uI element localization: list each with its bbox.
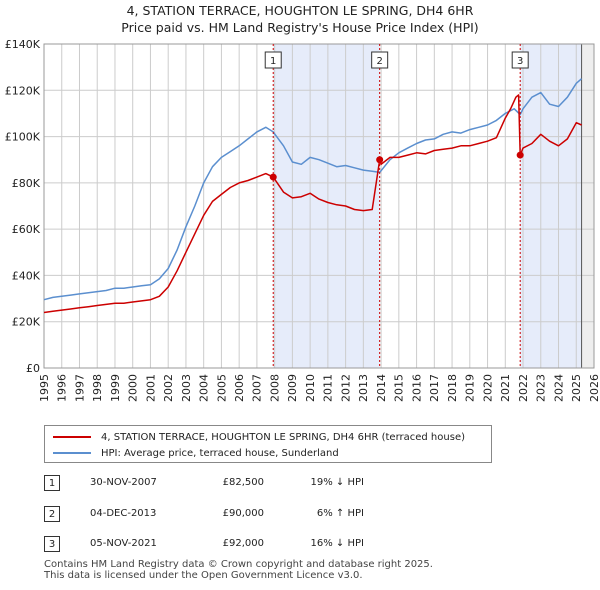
x-tick-label: 1998 [91, 374, 104, 402]
x-tick-label: 2015 [393, 374, 406, 402]
shaded-period [520, 44, 582, 368]
transaction-hpi-diff: 16% ↓ HPI [310, 538, 364, 549]
transaction-point [516, 151, 524, 159]
y-tick-label: £100K [5, 131, 41, 144]
transaction-row: 2 04-DEC-2013 £90,000 6% ↑ HPI [44, 506, 464, 524]
x-tick-label: 2005 [215, 374, 228, 402]
transaction-label-box [264, 51, 282, 69]
x-tick-label: 2018 [446, 374, 459, 402]
transaction-label-text: 1 [270, 56, 276, 67]
legend-line-hpi [53, 452, 91, 454]
footer: Contains HM Land Registry data © Crown c… [44, 559, 433, 581]
transaction-marker-box: 2 [44, 506, 60, 522]
x-tick-label: 2016 [410, 374, 423, 402]
transaction-label: 2 [371, 51, 389, 69]
x-tick-label: 2026 [588, 374, 600, 402]
y-tick-label: £0 [26, 362, 40, 375]
x-tick-label: 1999 [109, 374, 122, 402]
property-price-line [43, 78, 583, 301]
legend-label-hpi: HPI: Average price, terraced house, Sund… [101, 447, 339, 459]
transaction-marker-box: 3 [44, 536, 60, 552]
x-tick-label: 2013 [357, 374, 370, 402]
y-tick-label: £140K [5, 38, 41, 51]
x-tick-label: 2017 [428, 374, 441, 402]
title-line-2: Price paid vs. HM Land Registry's House … [121, 20, 479, 35]
x-tick-label: 2014 [375, 374, 388, 402]
transaction-price: £92,000 [222, 538, 264, 549]
y-tick-label: £120K [5, 84, 41, 97]
footer-copyright: Contains HM Land Registry data © Crown c… [44, 559, 433, 570]
plot-border [43, 43, 595, 369]
chart-title: 4, STATION TERRACE, HOUGHTON LE SPRING, … [0, 2, 600, 36]
x-tick-label: 2006 [233, 374, 246, 402]
legend-line-property [53, 436, 91, 438]
legend-item-hpi: HPI: Average price, terraced house, Sund… [53, 446, 339, 460]
shaded-period [273, 44, 380, 368]
x-tick-label: 2001 [144, 374, 157, 402]
transaction-point [269, 173, 277, 181]
x-tick-label: 2021 [499, 374, 512, 402]
transaction-label-box [511, 51, 529, 69]
transaction-marker-box: 1 [44, 475, 60, 491]
x-tick-label: 1995 [38, 374, 51, 402]
transaction-point [376, 156, 384, 164]
transaction-label-text: 2 [376, 56, 382, 67]
x-tick-label: 2023 [535, 374, 548, 402]
x-tick-label: 2008 [268, 374, 281, 402]
transaction-date: 04-DEC-2013 [90, 508, 157, 519]
y-tick-label: £60K [12, 223, 41, 236]
transaction-price: £90,000 [222, 508, 264, 519]
x-tick-label: 2020 [481, 374, 494, 402]
y-tick-label: £80K [12, 177, 41, 190]
transaction-date: 05-NOV-2021 [90, 538, 157, 549]
footer-license: This data is licensed under the Open Gov… [44, 570, 363, 581]
forecast-region [581, 44, 594, 368]
x-tick-label: 2010 [304, 374, 317, 402]
y-tick-label: £20K [12, 316, 41, 329]
transaction-price: £82,500 [222, 477, 264, 488]
x-tick-label: 2025 [570, 374, 583, 402]
transaction-hpi-diff: 6% ↑ HPI [316, 508, 364, 519]
transaction-date: 30-NOV-2007 [90, 477, 157, 488]
transaction-row: 1 30-NOV-2007 £82,500 19% ↓ HPI [44, 475, 464, 493]
x-tick-label: 2019 [464, 374, 477, 402]
x-tick-label: 2003 [180, 374, 193, 402]
transaction-row: 3 05-NOV-2021 £92,000 16% ↓ HPI [44, 536, 464, 554]
x-tick-label: 2011 [322, 374, 335, 402]
x-tick-label: 1996 [56, 374, 69, 402]
y-tick-label: £40K [12, 269, 41, 282]
legend-label-property: 4, STATION TERRACE, HOUGHTON LE SPRING, … [101, 431, 465, 443]
x-tick-label: 2004 [198, 374, 211, 402]
x-tick-label: 2012 [339, 374, 352, 402]
transaction-label: 3 [511, 51, 529, 69]
x-tick-label: 2022 [517, 374, 530, 402]
x-tick-label: 2000 [127, 374, 140, 402]
hpi-series-line [43, 94, 582, 314]
transaction-label: 1 [264, 51, 282, 69]
x-tick-label: 2024 [552, 374, 565, 402]
transaction-label-text: 3 [517, 56, 523, 67]
price-chart: £0 £20K £40K £60K £80K £100K £120K £140K 1995 199… [5, 38, 600, 402]
x-tick-label: 2009 [286, 374, 299, 402]
transaction-label-box [371, 51, 389, 69]
legend: 4, STATION TERRACE, HOUGHTON LE SPRING, … [44, 425, 492, 463]
x-tick-label: 2002 [162, 374, 175, 402]
x-tick-label: 2007 [251, 374, 264, 402]
legend-item-property: 4, STATION TERRACE, HOUGHTON LE SPRING, … [53, 430, 465, 444]
transaction-hpi-diff: 19% ↓ HPI [310, 477, 364, 488]
x-tick-label: 1997 [73, 374, 86, 402]
title-line-1: 4, STATION TERRACE, HOUGHTON LE SPRING, … [126, 3, 474, 18]
